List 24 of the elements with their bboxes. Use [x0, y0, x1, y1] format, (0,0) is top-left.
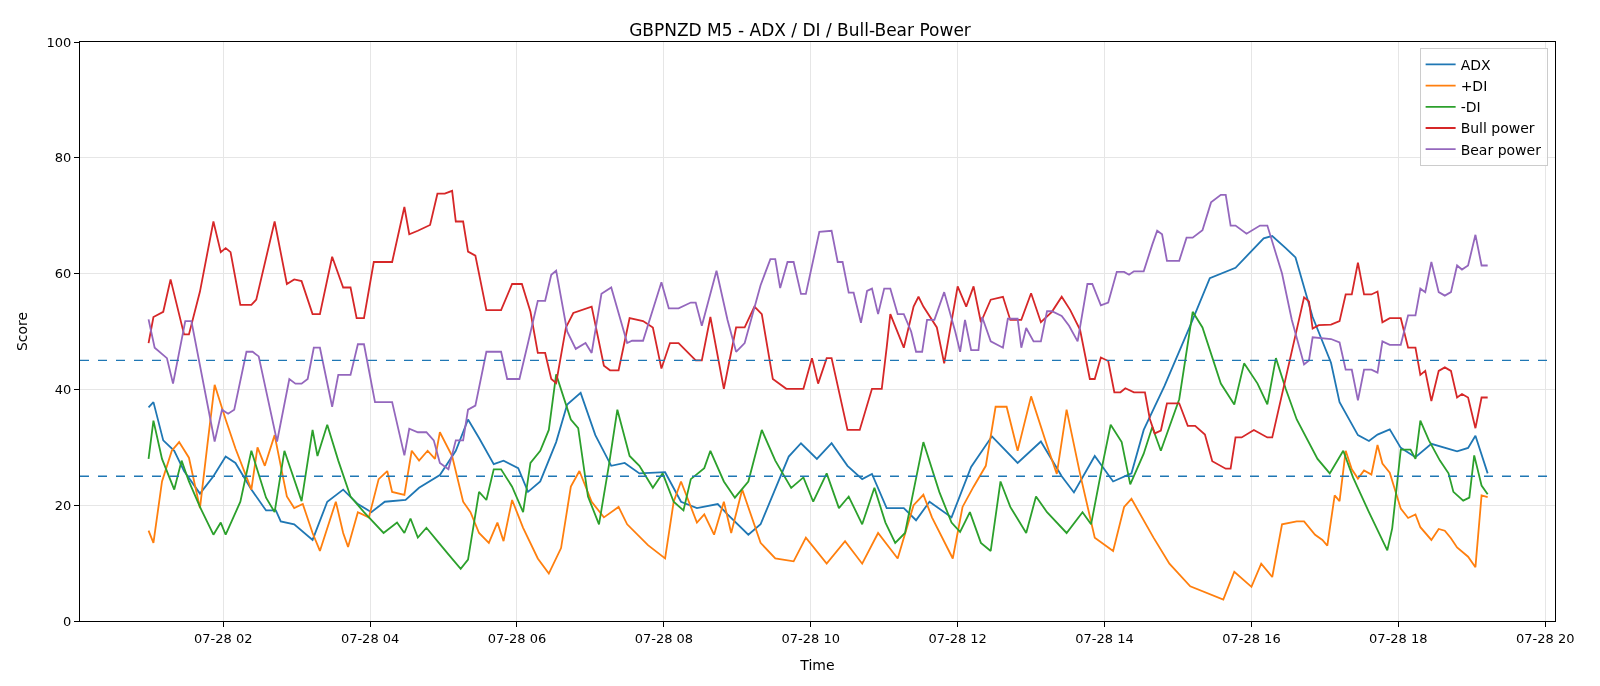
- x-tick-label: 07-28 04: [340, 630, 400, 646]
- x-tick-label: 07-28 02: [193, 630, 253, 646]
- x-axis-title: Time: [799, 656, 835, 673]
- y-axis-title: Score: [14, 311, 31, 352]
- y-tick-label: 100: [46, 34, 72, 50]
- legend-label: Bear power: [1460, 141, 1542, 158]
- x-tick-label: 07-28 18: [1369, 630, 1428, 646]
- x-tick-label: 07-28 14: [1075, 630, 1134, 646]
- x-tick-label: 07-28 12: [928, 630, 987, 646]
- x-tick-label: 07-28 08: [634, 630, 694, 646]
- y-tick-label: 0: [63, 613, 72, 629]
- legend-label: Bull power: [1460, 120, 1535, 137]
- y-tick-label: 80: [54, 150, 72, 166]
- x-tick-label: 07-28 16: [1222, 630, 1281, 646]
- y-tick-label: 20: [54, 497, 72, 513]
- x-tick-label: 07-28 10: [781, 630, 840, 646]
- y-tick-label: 60: [54, 266, 72, 282]
- legend-label: +DI: [1460, 78, 1488, 95]
- y-tick-label: 40: [54, 381, 72, 397]
- x-tick-label: 07-28 06: [487, 630, 547, 646]
- legend-label: -DI: [1460, 99, 1481, 116]
- legend-label: ADX: [1460, 56, 1491, 73]
- x-tick-label: 07-28 20: [1515, 630, 1575, 646]
- chart-title: GBPNZD M5 - ADX / DI / Bull-Bear Power: [629, 19, 971, 40]
